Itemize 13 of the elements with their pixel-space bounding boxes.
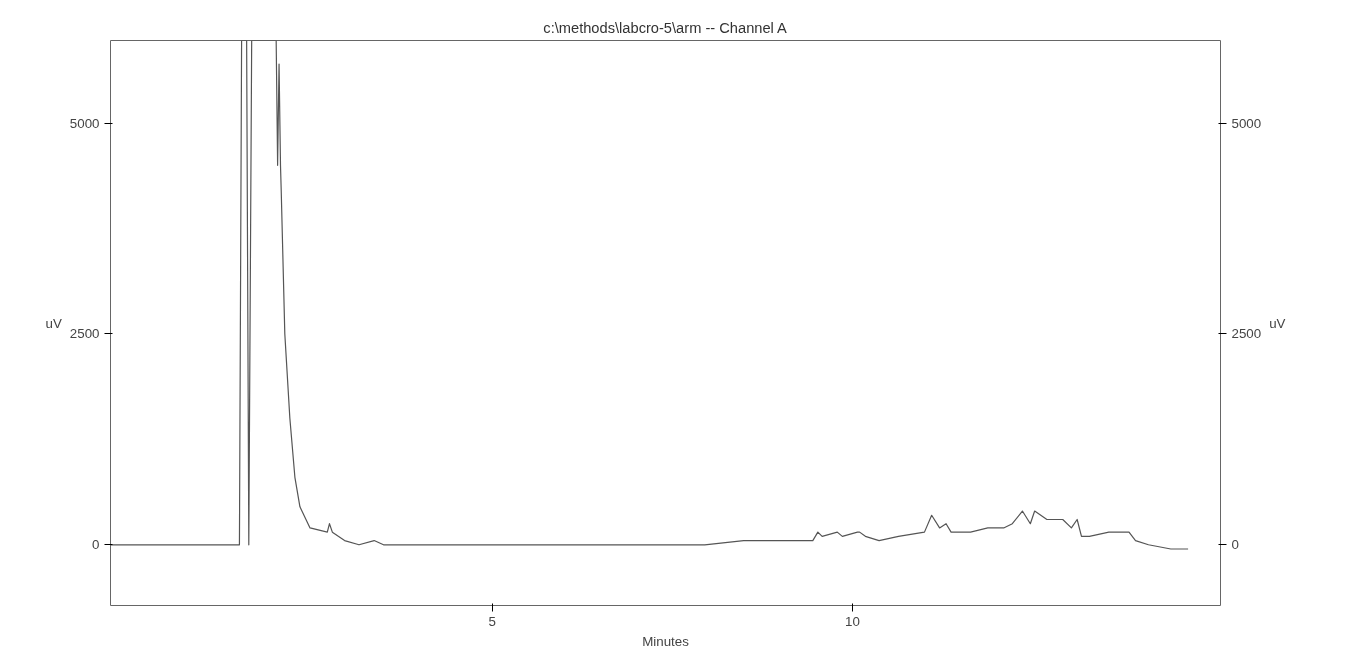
- y2-tick-label: 5000: [1231, 115, 1262, 131]
- y-tick-label: 0: [92, 537, 100, 553]
- chart-title: c:\methods\labcro-5\arm -- Channel A: [543, 19, 788, 36]
- y-tick-label: 5000: [69, 115, 100, 131]
- line-series: [110, 40, 1189, 550]
- x-tick-label: 10: [845, 613, 860, 629]
- y2-axis-title: uV: [1269, 315, 1286, 331]
- y2-tick-label: 0: [1231, 537, 1239, 553]
- x-tick-label: 5: [488, 613, 496, 629]
- x-axis-title: Minutes: [642, 633, 690, 649]
- y-tick-label: 2500: [69, 326, 100, 342]
- y2-tick-label: 2500: [1231, 326, 1262, 342]
- y-axis-title: uV: [45, 315, 62, 331]
